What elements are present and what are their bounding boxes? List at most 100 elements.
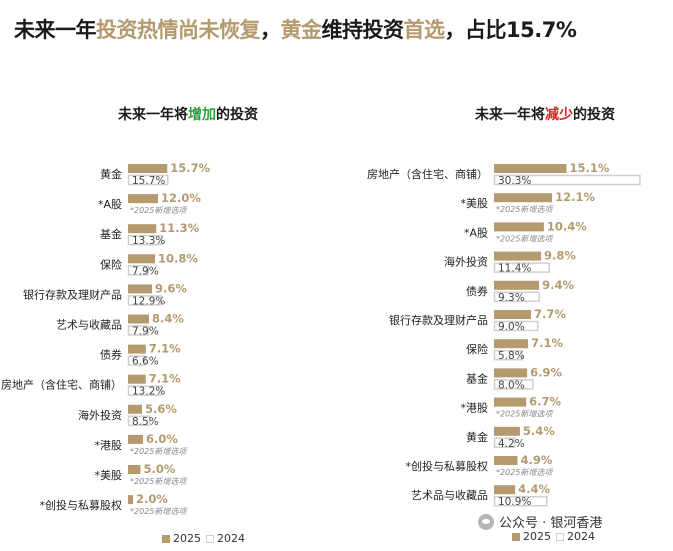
right-category-label: 基金 bbox=[466, 371, 488, 385]
right-bar-2024 bbox=[493, 320, 539, 332]
left-value-label-2024: 13.3% bbox=[132, 235, 165, 247]
right-bar-2024 bbox=[493, 349, 524, 361]
right-category-label: 保险 bbox=[466, 342, 488, 356]
right-new-option-note: *2025新增选项 bbox=[496, 234, 554, 243]
right-chart-title: 未来一年将减少的投资 bbox=[475, 107, 615, 123]
left-bar-2025 bbox=[128, 404, 142, 414]
left-bar-2024 bbox=[127, 325, 149, 336]
left-bar-2024 bbox=[127, 265, 149, 276]
left-new-option-note: *2025新增选项 bbox=[130, 447, 188, 456]
legend-swatch-2024 bbox=[556, 532, 564, 541]
left-bar-2024 bbox=[127, 385, 163, 396]
right-value-label-2024: 11.4% bbox=[498, 263, 531, 275]
right-value-label-2025: 7.7% bbox=[534, 307, 566, 321]
right-category-label: 海外投资 bbox=[444, 255, 488, 269]
right-value-label-2024: 10.9% bbox=[498, 496, 531, 508]
left-value-label-2025: 12.0% bbox=[161, 191, 201, 205]
left-value-label-2025: 15.7% bbox=[170, 161, 210, 175]
left-category-label: 基金 bbox=[100, 227, 122, 241]
left-value-label-2025: 9.6% bbox=[155, 281, 187, 295]
legend-swatch-2025 bbox=[512, 532, 520, 541]
left-category-label: 债券 bbox=[100, 348, 122, 362]
right-new-option-note: *2025新增选项 bbox=[496, 468, 554, 477]
right-value-label-2025: 5.4% bbox=[523, 424, 555, 438]
left-bar-2024 bbox=[127, 415, 151, 427]
right-value-label-2025: 4.9% bbox=[521, 453, 553, 467]
right-bar-2025 bbox=[494, 222, 544, 232]
legend-swatch-2024 bbox=[206, 534, 214, 543]
right-legend: 2025 2024 bbox=[512, 530, 595, 543]
right-bar-2024 bbox=[493, 262, 550, 273]
left-value-label-2024: 7.9% bbox=[132, 265, 159, 277]
right-value-label-2024: 30.3% bbox=[498, 175, 531, 187]
left-value-label-2024: 12.9% bbox=[132, 295, 165, 307]
left-bar-2024 bbox=[127, 234, 163, 246]
right-category-label: *创投与私募股权 bbox=[406, 459, 489, 473]
right-category-label: *美股 bbox=[461, 197, 489, 210]
left-value-label-2024: 7.9% bbox=[132, 326, 159, 338]
left-new-option-note: *2025新增选项 bbox=[130, 206, 188, 215]
right-value-label-2024: 9.0% bbox=[498, 321, 525, 333]
right-value-label-2025: 6.7% bbox=[529, 395, 561, 409]
right-category-label: 艺术品与收藏品 bbox=[411, 488, 488, 502]
right-value-label-2024: 8.0% bbox=[498, 379, 525, 391]
right-value-label-2025: 12.1% bbox=[555, 190, 595, 204]
left-new-option-note: *2025新增选项 bbox=[130, 507, 188, 516]
right-bar-2025 bbox=[494, 485, 516, 495]
left-category-label: 保险 bbox=[100, 257, 122, 271]
left-category-label: 海外投资 bbox=[78, 408, 122, 422]
right-value-label-2024: 4.2% bbox=[498, 438, 525, 450]
right-bar-2025 bbox=[494, 193, 553, 203]
right-bar-2025 bbox=[494, 339, 529, 349]
left-bar-2025 bbox=[128, 254, 155, 264]
right-bar-2025 bbox=[494, 397, 527, 407]
left-category-label: 房地产（含住宅、商铺） bbox=[1, 378, 122, 392]
right-new-option-note: *2025新增选项 bbox=[496, 410, 554, 419]
right-bar-2025 bbox=[494, 426, 520, 436]
left-bar-2025 bbox=[128, 434, 143, 444]
left-bar-2025 bbox=[128, 495, 133, 505]
left-value-label-2025: 11.3% bbox=[159, 221, 199, 235]
left-bar-2025 bbox=[128, 344, 146, 354]
left-category-label: *A股 bbox=[98, 198, 122, 211]
left-chart-title: 未来一年将增加的投资 bbox=[118, 107, 258, 123]
right-value-label-2025: 10.4% bbox=[547, 219, 587, 233]
right-value-label-2024: 9.3% bbox=[498, 292, 525, 304]
left-category-label: 银行存款及理财产品 bbox=[23, 287, 122, 301]
left-bar-2024 bbox=[127, 355, 146, 366]
right-bar-2024 bbox=[493, 291, 540, 303]
left-new-option-note: *2025新增选项 bbox=[130, 477, 188, 486]
left-category-label: *港股 bbox=[95, 439, 123, 452]
left-value-label-2025: 5.6% bbox=[145, 402, 177, 416]
left-bar-2025 bbox=[128, 194, 158, 204]
right-value-label-2025: 9.4% bbox=[542, 278, 574, 292]
left-value-label-2025: 7.1% bbox=[149, 372, 181, 386]
right-value-label-2025: 15.1% bbox=[569, 161, 609, 175]
watermark: 公众号 · 银河香港 bbox=[478, 512, 602, 531]
left-value-label-2025: 5.0% bbox=[144, 462, 176, 476]
left-value-label-2025: 10.8% bbox=[158, 251, 198, 265]
left-bar-2024 bbox=[127, 174, 169, 186]
wechat-icon bbox=[478, 513, 494, 530]
legend-swatch-2025 bbox=[162, 534, 170, 543]
right-bar-2025 bbox=[494, 456, 518, 465]
right-category-label: 黄金 bbox=[466, 430, 488, 444]
right-bar-2024 bbox=[493, 437, 516, 449]
left-category-label: 黄金 bbox=[100, 167, 122, 181]
left-bar-2025 bbox=[128, 314, 149, 324]
right-value-label-2025: 9.8% bbox=[544, 249, 576, 263]
left-value-label-2024: 15.7% bbox=[132, 175, 165, 187]
right-category-label: 银行存款及理财产品 bbox=[389, 313, 488, 327]
right-value-label-2025: 7.1% bbox=[531, 336, 563, 350]
left-bar-2025 bbox=[128, 164, 168, 173]
right-bar-2025 bbox=[494, 368, 528, 378]
left-legend: 2025 2024 bbox=[162, 532, 245, 545]
left-category-label: *美股 bbox=[95, 469, 123, 482]
right-bar-2025 bbox=[494, 251, 542, 261]
right-value-label-2025: 6.9% bbox=[530, 365, 562, 379]
right-category-label: *A股 bbox=[464, 226, 488, 239]
right-new-option-note: *2025新增选项 bbox=[496, 205, 554, 214]
left-category-label: *创投与私募股权 bbox=[40, 498, 123, 512]
right-bar-2024 bbox=[493, 379, 534, 390]
